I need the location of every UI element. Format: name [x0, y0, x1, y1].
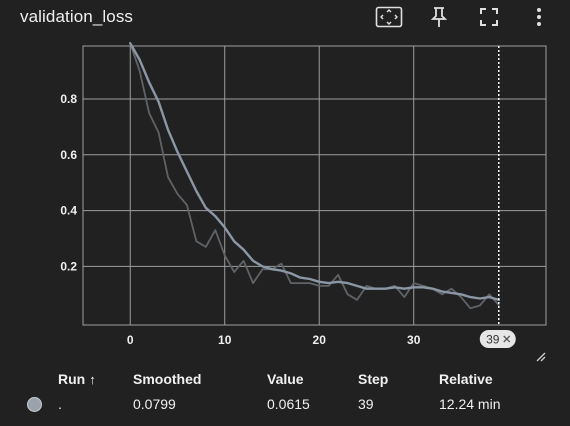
smoothed-series-line — [129, 42, 500, 302]
hover-step-badge — [479, 330, 516, 348]
header-color-column — [22, 368, 58, 390]
y-tick-label: 0.2 — [60, 259, 77, 273]
smoothed-cell: 0.0799 — [133, 396, 176, 412]
pin-icon — [430, 7, 448, 27]
sort-ascending-icon: ↑ — [89, 372, 96, 387]
table-header-row: Run ↑ Smoothed Value Step Relative — [22, 368, 549, 390]
chart-axes: 0 10 20 30 0.2 0.4 0.6 0.8 — [60, 92, 420, 347]
more-vert-icon — [537, 8, 541, 26]
header-step[interactable]: Step — [358, 371, 389, 387]
header-smoothed[interactable]: Smoothed — [133, 371, 202, 387]
x-tick-label: 20 — [313, 333, 327, 347]
header-run-label: Run — [58, 371, 86, 387]
fit-domain-button[interactable] — [372, 4, 406, 30]
fit-domain-icon — [375, 6, 403, 28]
more-options-button[interactable] — [522, 4, 556, 30]
header-run[interactable]: Run ↑ — [58, 368, 133, 390]
run-color-dot — [27, 397, 42, 413]
fullscreen-icon — [480, 8, 498, 26]
x-tick-label: 10 — [218, 333, 232, 347]
header-value[interactable]: Value — [267, 371, 304, 387]
resize-handle-icon[interactable] — [534, 350, 546, 362]
chart-title: validation_loss — [20, 7, 134, 26]
y-tick-label: 0.6 — [60, 148, 77, 162]
value-cell: 0.0615 — [267, 396, 310, 412]
x-tick-label: 30 — [407, 333, 421, 347]
plot-border — [82, 45, 547, 326]
relative-cell: 12.24 min — [439, 396, 501, 412]
header-relative[interactable]: Relative — [439, 371, 493, 387]
runs-table: Run ↑ Smoothed Value Step Relative . 0.07… — [22, 368, 549, 418]
chart-toolbar — [356, 4, 556, 30]
hover-step-label: 39 — [486, 333, 500, 347]
chart-hover: 39 — [479, 46, 516, 348]
table-row: . 0.0799 0.0615 39 12.24 min — [22, 390, 549, 418]
close-icon — [503, 335, 511, 343]
run-name-cell: . — [58, 396, 62, 412]
step-cell: 39 — [358, 396, 374, 412]
pin-button[interactable] — [422, 4, 456, 30]
fullscreen-button[interactable] — [472, 4, 506, 30]
chart-series — [129, 42, 500, 310]
y-tick-label: 0.4 — [60, 204, 77, 218]
y-tick-label: 0.8 — [60, 92, 77, 106]
chart-grid — [82, 45, 547, 326]
raw-series-line — [129, 42, 500, 310]
x-tick-label: 0 — [127, 333, 134, 347]
run-color-cell — [22, 390, 58, 418]
validation-loss-chart[interactable]: 0 10 20 30 0.2 0.4 0.6 0.8 39 — [0, 40, 570, 358]
